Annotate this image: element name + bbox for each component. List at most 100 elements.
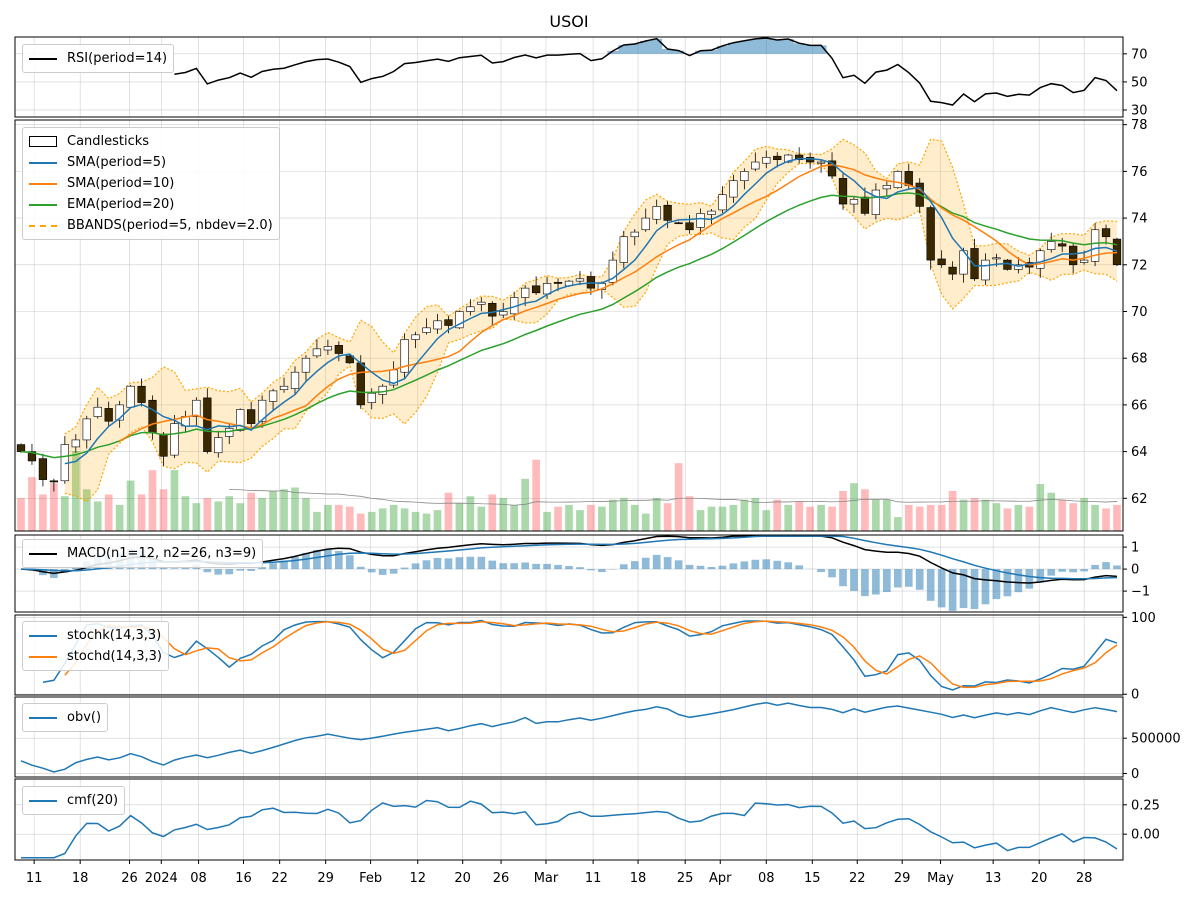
macd-histogram-bar — [378, 569, 387, 575]
candle-body — [992, 257, 1001, 260]
volume-bar — [203, 497, 212, 531]
macd-histogram-bar — [937, 569, 946, 608]
candle-body — [71, 439, 80, 448]
x-tick-label: 22 — [271, 871, 288, 886]
volume-bar — [992, 503, 1001, 531]
stochk-legend-swatch — [29, 634, 57, 637]
candle-body — [1058, 243, 1067, 247]
volume-bar — [291, 487, 299, 531]
candle-body — [937, 258, 946, 266]
candle-body — [1090, 229, 1100, 262]
rsi-legend: RSI(period=14) — [22, 44, 175, 73]
macd-histogram-bar — [170, 568, 179, 570]
volume-bar — [192, 503, 201, 531]
macd-y-tick-label: −1 — [1131, 585, 1150, 600]
candle-body — [926, 207, 935, 261]
volume-bar — [773, 499, 782, 531]
candle-body — [345, 355, 354, 364]
candle-body — [641, 217, 650, 231]
candle-body — [893, 171, 902, 189]
candlestick-legend-swatch — [29, 136, 57, 147]
candle-body — [762, 157, 771, 164]
candle-body — [663, 204, 672, 221]
macd-histogram-bar — [1102, 562, 1110, 570]
macd-histogram-bar — [685, 564, 694, 570]
macd-histogram-bar — [817, 569, 825, 573]
macd-histogram-bar — [663, 557, 672, 570]
volume-bar — [389, 504, 398, 531]
candle-body — [553, 281, 563, 284]
rsi-overbought-fill — [574, 38, 827, 54]
candle-body — [729, 180, 738, 198]
x-tick-label: 15 — [804, 871, 821, 886]
volume-bar — [740, 499, 749, 531]
candle-body — [718, 194, 727, 211]
candle-body — [795, 154, 804, 160]
macd-histogram-bar — [565, 566, 573, 570]
macd-histogram-bar — [740, 561, 749, 570]
candle-body — [707, 210, 716, 215]
volume-bar — [904, 504, 913, 531]
candle-body — [279, 385, 289, 391]
macd-histogram-bar — [313, 549, 321, 570]
candle-body — [367, 392, 376, 403]
candle-body — [1014, 264, 1023, 270]
macd-histogram-bar — [159, 567, 168, 570]
obv-legend: obv() — [22, 703, 109, 732]
macd-histogram-bar — [389, 569, 398, 574]
volume-bar — [554, 506, 562, 531]
candle-body — [477, 301, 486, 305]
candle-body — [674, 222, 683, 225]
macd-histogram-bar — [1113, 565, 1121, 570]
macd-histogram-bar — [948, 569, 957, 611]
obv-panel-frame — [14, 696, 1124, 778]
volume-bar — [1091, 504, 1099, 531]
volume-bar — [28, 477, 36, 531]
x-tick-label: 13 — [985, 871, 1002, 886]
candle-body — [904, 171, 913, 186]
price-y-tick-label: 74 — [1131, 212, 1148, 227]
macd-histogram-bar — [598, 569, 606, 573]
candle-body — [323, 346, 333, 351]
candle-body — [203, 397, 212, 452]
obv-y-tick-label: 0 — [1131, 767, 1139, 782]
volume-bar — [576, 510, 584, 531]
candle-body — [115, 404, 124, 421]
macd-histogram-bar — [247, 569, 255, 571]
stoch-panel-frame — [14, 614, 1124, 696]
chart-title: USOI — [549, 12, 589, 31]
volume-bar — [422, 513, 431, 531]
macd-histogram-bar — [729, 563, 738, 570]
rsi-panel-background — [15, 37, 1123, 117]
volume-bar — [50, 483, 58, 531]
x-tick-label: 20 — [1031, 871, 1048, 886]
macd-y-tick-label: 0 — [1131, 563, 1139, 578]
candle-body — [1047, 241, 1056, 250]
macd-histogram-bar — [762, 559, 771, 570]
candle-body — [499, 311, 508, 316]
macd-histogram-bar — [1069, 569, 1077, 573]
price-y-tick-label: 78 — [1131, 118, 1148, 133]
rsi-y-tick-label: 50 — [1131, 75, 1148, 90]
stoch-legend: stochk(14,3,3) stochd(14,3,3) — [22, 621, 169, 671]
cmf-y-tick-label: 0.00 — [1131, 828, 1160, 843]
volume-bar — [828, 506, 836, 531]
volume-bar — [926, 504, 935, 531]
volume-bar — [1058, 499, 1067, 531]
candle-body — [433, 320, 442, 330]
volume-bar — [488, 494, 497, 531]
volume-bar — [466, 496, 475, 531]
price-y-tick-label: 66 — [1131, 398, 1148, 413]
macd-histogram-bar — [345, 555, 354, 570]
volume-bar — [137, 494, 146, 531]
volume-bar — [214, 501, 223, 531]
candle-body — [104, 408, 113, 422]
macd-histogram-bar — [444, 558, 453, 570]
price-y-tick-label: 68 — [1131, 352, 1148, 367]
volume-bar — [499, 497, 508, 531]
macd-histogram-bar — [992, 569, 1001, 600]
price-y-tick-label: 70 — [1131, 305, 1148, 320]
volume-bar — [1047, 492, 1056, 531]
macd-histogram-bar — [1058, 569, 1067, 572]
macd-panel-frame — [14, 534, 1124, 613]
